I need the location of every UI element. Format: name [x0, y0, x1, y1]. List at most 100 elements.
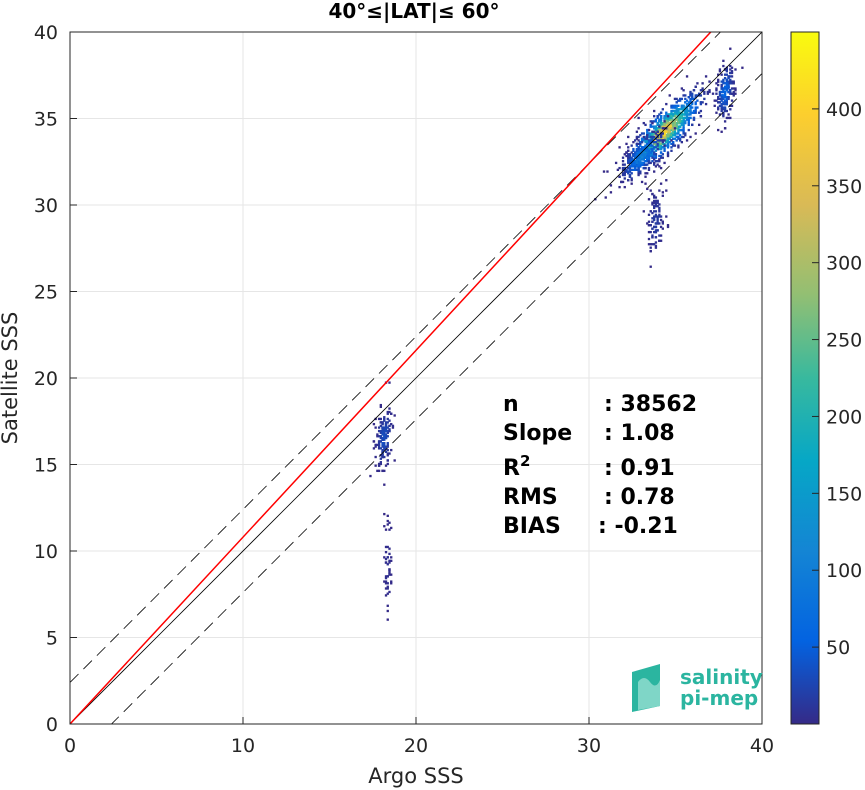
heatmap-cell [706, 90, 709, 94]
heatmap-cell [659, 120, 663, 123]
heatmap-cell [680, 87, 684, 90]
heatmap-cell [639, 160, 642, 163]
heatmap-cell [723, 73, 727, 76]
heatmap-cell [673, 128, 677, 132]
heatmap-cell [732, 94, 735, 97]
heatmap-cell [723, 120, 727, 123]
heatmap-cell [632, 154, 635, 158]
heatmap-cell [374, 455, 377, 459]
heatmap-cell [384, 447, 388, 450]
heatmap-cell [386, 417, 389, 421]
heatmap-cell [653, 135, 656, 139]
heatmap-cell [653, 154, 656, 158]
heatmap-cell [689, 108, 692, 111]
heatmap-cell [383, 443, 386, 447]
heatmap-cell [656, 115, 659, 118]
heatmap-cell [730, 66, 734, 69]
heatmap-cell [670, 132, 673, 135]
heatmap-cell [661, 140, 664, 144]
heatmap-cell [390, 559, 393, 562]
heatmap-cell [682, 123, 685, 127]
heatmap-cell [642, 158, 645, 161]
heatmap-cell [386, 454, 389, 457]
heatmap-cell [658, 158, 661, 161]
heatmap-cell [692, 118, 696, 121]
heatmap-cell [386, 575, 389, 578]
stat-value: : 0.78 [604, 485, 675, 510]
heatmap-cell [665, 179, 668, 182]
heatmap-cell [717, 128, 720, 132]
heatmap-cell [649, 154, 652, 158]
heatmap-cell [682, 113, 685, 116]
heatmap-cell [379, 436, 382, 440]
heatmap-cell [386, 523, 389, 526]
heatmap-cell [654, 230, 658, 234]
heatmap-cell [374, 464, 377, 467]
heatmap-cell [640, 154, 644, 158]
heatmap-cell [668, 123, 671, 127]
heatmap-cell [646, 154, 649, 158]
heatmap-cell [689, 135, 692, 139]
heatmap-cell [646, 187, 649, 191]
heatmap-cell [675, 132, 678, 135]
heatmap-cell [722, 102, 725, 106]
heatmap-cell [687, 128, 690, 132]
heatmap-cell [678, 99, 682, 102]
heatmap-cell [388, 452, 391, 455]
heatmap-cell [654, 128, 658, 132]
heatmap-cell [729, 90, 732, 94]
heatmap-cell [661, 130, 664, 133]
heatmap-cell [377, 447, 381, 450]
heatmap-cell [656, 220, 659, 223]
heatmap-cell [628, 170, 632, 173]
heatmap-cell [623, 153, 626, 156]
heatmap-cell [639, 147, 642, 151]
heatmap-cell [651, 234, 654, 237]
heatmap-cell [732, 82, 735, 85]
heatmap-cell [630, 179, 633, 182]
heatmap-cell [384, 428, 388, 431]
heatmap-cell [656, 132, 659, 135]
heatmap-cell [656, 123, 659, 127]
heatmap-cell [670, 116, 673, 120]
heatmap-cell [670, 142, 673, 146]
heatmap-cell [653, 146, 656, 149]
heatmap-cell [663, 115, 666, 118]
heatmap-cell [377, 440, 381, 443]
heatmap-cell [646, 135, 649, 139]
heatmap-cell [640, 151, 644, 154]
heatmap-cell [377, 442, 381, 445]
heatmap-cell [628, 165, 632, 168]
heatmap-cell [730, 104, 734, 107]
heatmap-cell [632, 165, 635, 168]
heatmap-cell [374, 443, 377, 447]
heatmap-cell [653, 140, 656, 144]
heatmap-cell [635, 135, 639, 139]
heatmap-cell [618, 185, 621, 189]
heatmap-cell [642, 139, 645, 142]
heatmap-cell [727, 82, 730, 85]
heatmap-cell [637, 158, 640, 161]
heatmap-cell [627, 170, 630, 173]
heatmap-cell [666, 142, 670, 146]
heatmap-cell [727, 87, 730, 90]
heatmap-cell [381, 421, 384, 424]
heatmap-cell [723, 101, 727, 104]
heatmap-cell [670, 139, 673, 142]
heatmap-cell [388, 573, 391, 576]
heatmap-cell [379, 431, 382, 434]
heatmap-cell [630, 156, 633, 159]
heatmap-cell [663, 149, 666, 152]
heatmap-cell [656, 144, 659, 147]
heatmap-cell [651, 151, 654, 154]
heatmap-cell [734, 89, 737, 92]
heatmap-cell [682, 135, 685, 139]
heatmap-cell [625, 142, 628, 146]
heatmap-cell [691, 102, 694, 106]
heatmap-cell [699, 109, 703, 113]
heatmap-cell [734, 68, 737, 71]
heatmap-cell [388, 521, 391, 524]
heatmap-cell [630, 151, 633, 154]
heatmap-cell [661, 222, 664, 225]
heatmap-cell [685, 104, 689, 107]
